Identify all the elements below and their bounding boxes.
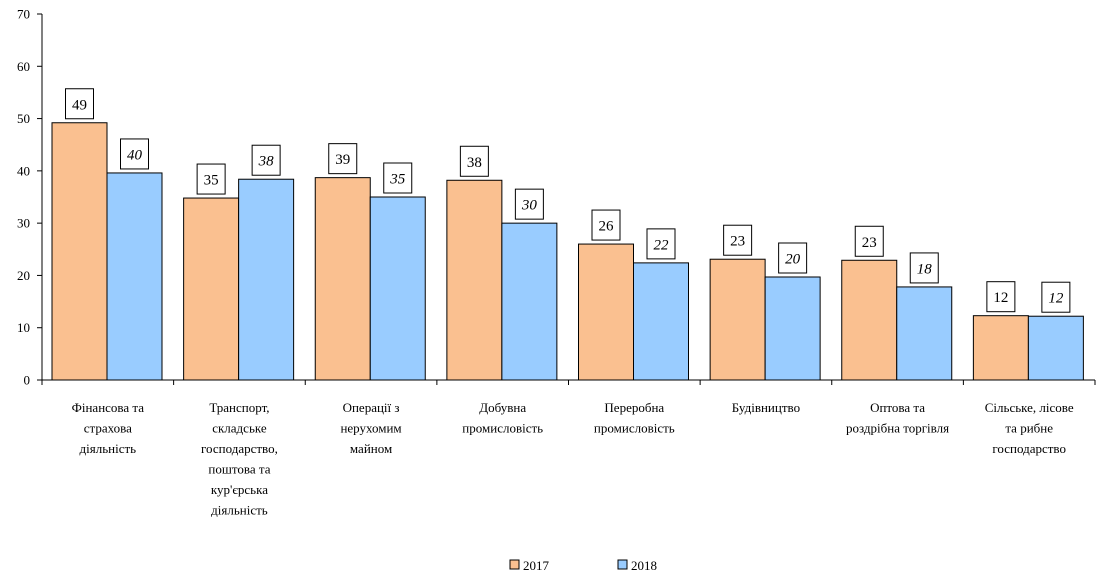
chart-legend: 2017 2018	[509, 558, 657, 573]
y-tick-label: 40	[17, 163, 30, 178]
x-category-label: Фінансова та страхова діяльність	[72, 400, 145, 456]
chart-data-labels: 49 40 35 38 39 35 38 30 26 22 23 20 23 18 12 12	[65, 88, 1071, 313]
data-label: 40	[127, 147, 143, 163]
bar-2017	[446, 179, 503, 381]
chart-category-labels: Фінансова та страхова діяльність Транспорт,…	[72, 400, 1074, 518]
data-label-box	[328, 143, 358, 175]
data-label: 23	[730, 234, 745, 250]
bar-2018	[369, 196, 426, 381]
legend-label: 2017	[523, 558, 550, 573]
data-label-box	[514, 188, 544, 220]
data-label-box	[120, 138, 149, 170]
data-label-box	[854, 225, 884, 257]
chart-bars	[51, 122, 1084, 381]
y-tick-label: 50	[17, 111, 30, 126]
data-label-box	[65, 88, 94, 120]
bar-2018	[1027, 315, 1084, 381]
legend-swatch-2018	[617, 559, 628, 570]
y-tick-label: 70	[17, 7, 30, 22]
x-category-label: Транспорт, складське господарство, поштова …	[201, 400, 278, 518]
data-label: 18	[917, 261, 933, 277]
y-tick-label: 10	[17, 320, 30, 335]
x-category-label: Будівництво	[732, 400, 800, 415]
y-tick-label: 20	[17, 268, 30, 283]
data-label: 49	[72, 97, 87, 113]
x-category-label: Сільське, лісове та рибне господарство	[985, 400, 1074, 456]
y-tick-label: 30	[17, 216, 30, 231]
data-label-box	[196, 163, 226, 195]
bar-2018	[633, 262, 689, 381]
data-label-box	[459, 145, 489, 177]
data-label: 20	[785, 251, 801, 267]
data-label: 12	[1048, 291, 1064, 307]
legend-swatch-2017	[509, 559, 520, 570]
bar-2017	[51, 122, 108, 381]
x-category-label: Операції з нерухомим майном	[340, 400, 401, 456]
data-label: 22	[654, 237, 670, 253]
x-category-label: Добувна промисловість	[462, 400, 543, 436]
data-label: 38	[258, 154, 275, 170]
bar-2017	[578, 243, 634, 381]
y-tick-label: 60	[17, 59, 30, 74]
bar-2017	[972, 315, 1029, 381]
data-label: 30	[521, 198, 538, 214]
data-label-box	[909, 252, 939, 284]
data-label: 26	[599, 219, 615, 235]
data-label: 12	[993, 290, 1008, 306]
x-category-label: Оптова та роздрібна торгівля	[846, 400, 949, 436]
bar-2018	[238, 178, 295, 381]
data-label: 39	[335, 152, 350, 168]
bar-2018	[501, 222, 558, 381]
legend-label: 2018	[631, 558, 657, 573]
data-label-box	[646, 228, 676, 260]
data-label: 35	[204, 173, 219, 189]
bar-2017	[709, 258, 766, 381]
bar-2017	[314, 177, 371, 381]
bar-2018	[764, 276, 821, 381]
x-category-label: Переробна промисловість	[594, 400, 675, 436]
data-label-box	[383, 162, 413, 194]
data-label-box	[251, 144, 281, 176]
data-label-box	[778, 242, 808, 274]
data-label: 38	[467, 155, 482, 171]
data-label-box	[1041, 281, 1071, 313]
bar-2017	[841, 259, 898, 381]
y-tick-label: 0	[24, 373, 31, 388]
data-label-box	[723, 224, 753, 256]
data-label-box	[591, 209, 621, 241]
bar-2017	[183, 197, 240, 381]
data-label: 35	[389, 172, 406, 188]
data-label: 23	[862, 235, 877, 251]
data-label-box	[986, 281, 1016, 313]
bar-2018	[896, 286, 953, 381]
bar-2018	[106, 172, 163, 381]
